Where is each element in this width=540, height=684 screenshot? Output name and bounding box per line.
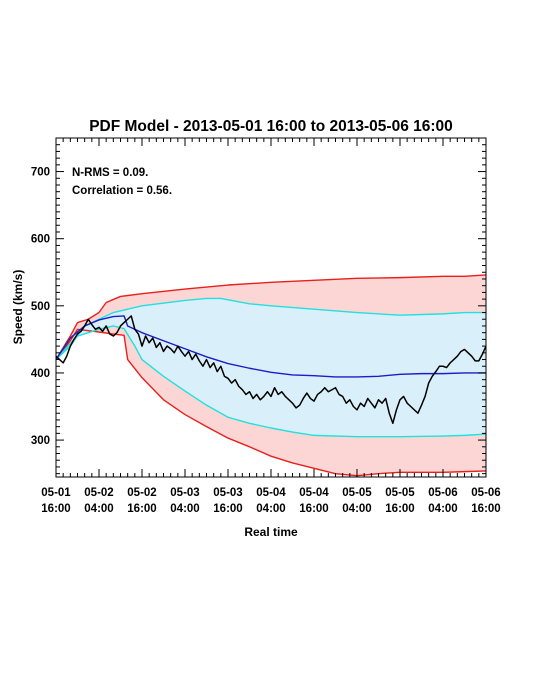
- x-tick-label-date: 05-03: [213, 487, 242, 499]
- x-tick-label-date: 05-05: [385, 487, 415, 499]
- x-tick-label-date: 05-05: [342, 487, 372, 499]
- x-tick-label-date: 05-06: [471, 487, 500, 499]
- nrms-annotation: N-RMS = 0.09.: [72, 167, 148, 179]
- x-tick-label-time: 04:00: [428, 503, 457, 515]
- series-line-median: [56, 315, 486, 378]
- x-tick-label-time: 16:00: [213, 503, 242, 515]
- chart-title: PDF Model - 2013-05-01 16:00 to 2013-05-…: [89, 118, 453, 135]
- x-tick-label-date: 05-02: [84, 487, 113, 499]
- y-tick-label: 500: [31, 301, 50, 313]
- y-tick-label: 600: [31, 234, 50, 246]
- x-tick-label-date: 05-04: [256, 487, 286, 499]
- y-tick-label: 700: [31, 167, 50, 179]
- correlation-annotation: Correlation = 0.56.: [72, 185, 172, 197]
- x-tick-label-time: 16:00: [385, 503, 414, 515]
- series-line-outer-upper: [56, 274, 486, 360]
- x-tick-label-time: 04:00: [84, 503, 113, 515]
- x-tick-label-time: 16:00: [127, 503, 156, 515]
- y-axis-label: Speed (km/s): [11, 270, 25, 345]
- axis-ticks: [55, 137, 487, 477]
- x-tick-label-date: 05-02: [127, 487, 156, 499]
- x-tick-label-time: 16:00: [41, 503, 70, 515]
- x-tick-label-time: 16:00: [299, 503, 328, 515]
- y-tick-label: 300: [31, 435, 50, 447]
- y-tick-label: 400: [31, 368, 50, 380]
- x-tick-label-time: 04:00: [170, 503, 199, 515]
- uncertainty-bands: [56, 274, 486, 476]
- x-tick-label-date: 05-04: [299, 487, 329, 499]
- x-tick-label-time: 04:00: [256, 503, 285, 515]
- x-tick-labels: 05-01 16:00 05-02 04:00 05-02 16:00 05-03 04:00…: [41, 487, 500, 515]
- x-tick-label-time: 16:00: [471, 503, 500, 515]
- x-tick-label-date: 05-03: [170, 487, 199, 499]
- y-tick-labels: 300 400 500 600 700: [31, 167, 50, 448]
- x-axis-label: Real time: [244, 525, 298, 539]
- x-tick-label-date: 05-01: [41, 487, 71, 499]
- x-tick-label-time: 04:00: [342, 503, 371, 515]
- series-line-observed: [56, 315, 486, 425]
- x-tick-label-date: 05-06: [428, 487, 457, 499]
- inner-band-fill: [56, 298, 486, 437]
